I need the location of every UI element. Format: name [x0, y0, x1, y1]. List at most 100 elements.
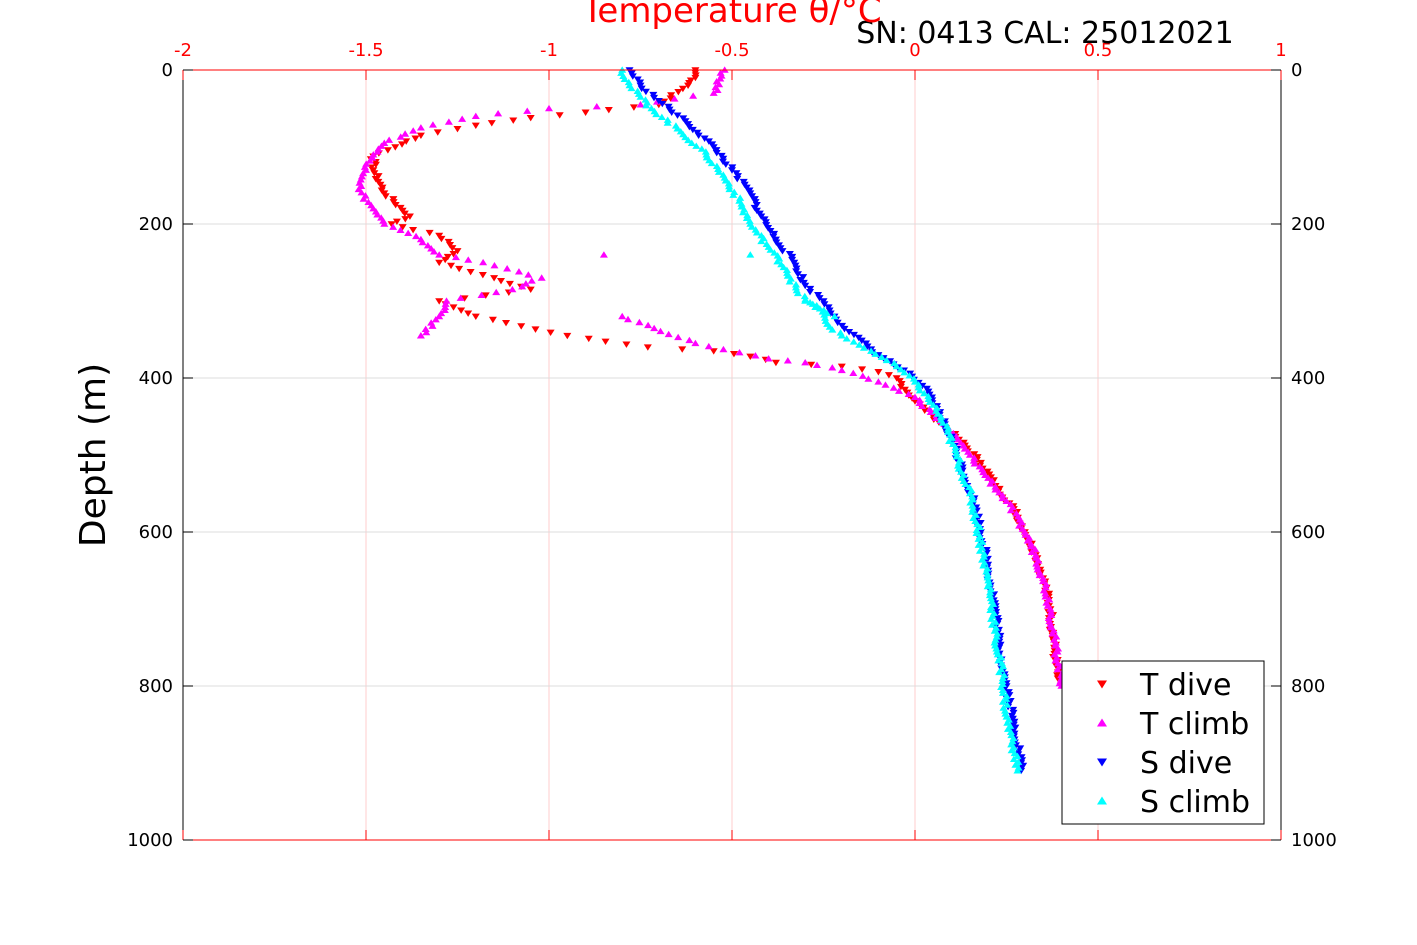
data-point [1051, 639, 1060, 646]
data-point [733, 175, 742, 183]
data-point [976, 523, 985, 531]
data-point [370, 170, 379, 177]
data-point [998, 677, 1007, 685]
data-point [1046, 620, 1055, 628]
data-point [684, 136, 693, 144]
x-tick-label: 1 [1275, 40, 1286, 61]
data-point [691, 74, 700, 82]
data-point [986, 588, 995, 596]
data-point [546, 329, 555, 337]
data-point [667, 109, 676, 116]
data-point [882, 356, 891, 364]
y-tick-label-left: 400 [139, 368, 173, 389]
data-point [381, 193, 390, 200]
data-point [492, 288, 501, 296]
data-point [746, 251, 755, 258]
data-point [905, 372, 914, 379]
data-point [359, 195, 368, 202]
data-point [471, 112, 480, 119]
data-point [859, 344, 868, 351]
data-point [990, 639, 999, 646]
data-point [428, 121, 437, 128]
data-point [801, 297, 810, 304]
data-point [694, 132, 703, 140]
data-point [884, 372, 893, 379]
data-point [849, 369, 858, 376]
data-point [1035, 571, 1044, 579]
data-point [972, 526, 981, 534]
data-point [988, 621, 997, 628]
data-point [837, 366, 846, 374]
data-point [729, 350, 738, 358]
data-point [752, 229, 761, 236]
data-point [712, 149, 721, 157]
data-point [881, 381, 890, 388]
data-point [998, 689, 1007, 696]
data-point [938, 419, 947, 426]
data-point [494, 110, 503, 117]
data-point [620, 75, 629, 83]
data-point [545, 104, 553, 112]
data-point [978, 538, 987, 545]
data-point [952, 452, 961, 460]
data-point [464, 310, 473, 317]
y-tick-label-right: 400 [1291, 368, 1325, 389]
data-point [1020, 528, 1029, 535]
data-point [387, 221, 396, 228]
data-point [751, 352, 760, 359]
data-point [1027, 542, 1036, 550]
data-point [650, 324, 659, 332]
data-point [867, 347, 876, 354]
data-point [687, 139, 696, 146]
data-layer [354, 66, 1067, 775]
data-point [745, 217, 754, 224]
data-point [627, 84, 636, 92]
data-point [960, 445, 969, 452]
data-point [995, 668, 1004, 676]
data-point [448, 245, 457, 252]
data-point [618, 312, 627, 320]
data-point [404, 229, 413, 237]
data-point [431, 316, 440, 323]
data-point [828, 364, 837, 371]
data-point [952, 449, 961, 457]
data-point [643, 344, 652, 351]
data-point [398, 141, 407, 148]
data-point [915, 386, 924, 394]
data-point [785, 278, 794, 285]
data-point [444, 118, 453, 125]
data-point [849, 331, 858, 339]
x-tick-label: -2 [174, 40, 192, 61]
data-point [478, 272, 487, 279]
data-point [1039, 574, 1048, 581]
data-point [629, 104, 638, 111]
data-point [1033, 563, 1042, 570]
data-point [453, 125, 462, 133]
data-point [1002, 497, 1011, 504]
data-point [656, 327, 665, 335]
data-point [635, 318, 644, 326]
data-point [689, 92, 698, 99]
data-point [793, 289, 802, 297]
data-point [766, 246, 775, 253]
data-point [961, 480, 970, 488]
x-axis-label: Temperature θ/°C [581, 0, 881, 31]
data-point [477, 291, 486, 299]
y-tick-label-left: 800 [139, 676, 173, 697]
data-point [770, 249, 779, 256]
data-point [440, 306, 449, 314]
data-point [951, 443, 960, 451]
y-tick-label-right: 1000 [1291, 830, 1337, 851]
data-point [380, 220, 389, 227]
data-point [456, 294, 465, 301]
data-point [526, 286, 535, 294]
data-point [398, 224, 407, 231]
data-point [1006, 506, 1015, 514]
data-point [920, 407, 929, 414]
data-point [650, 94, 659, 102]
data-point [757, 237, 766, 245]
data-point [858, 366, 867, 373]
data-point [678, 346, 687, 353]
data-point [428, 322, 437, 329]
data-point [521, 280, 530, 287]
